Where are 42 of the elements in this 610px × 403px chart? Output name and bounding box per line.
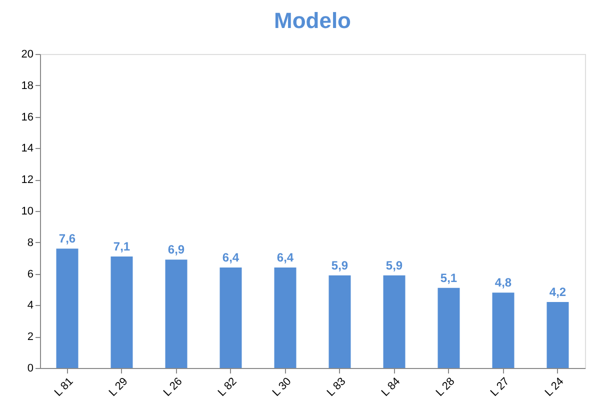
x-tick-label: L 82 — [216, 376, 240, 399]
bar — [383, 275, 406, 368]
x-tick-label: L 81 — [52, 376, 76, 399]
y-tick-label: 10 — [21, 206, 34, 218]
data-label: 6,9 — [168, 242, 185, 257]
data-label: 6,4 — [276, 250, 294, 265]
data-label: 5,9 — [331, 258, 348, 272]
x-tick-label: L 30 — [270, 376, 294, 399]
bar — [328, 275, 351, 368]
bar — [110, 256, 133, 368]
y-tick-label: 20 — [21, 48, 34, 60]
y-tick-label: 4 — [27, 300, 34, 312]
y-tick-label: 14 — [21, 142, 34, 155]
data-label: 4,2 — [549, 285, 566, 300]
data-label: 6,4 — [222, 250, 240, 265]
data-label: 7,6 — [58, 232, 76, 246]
y-tick-label: 16 — [21, 111, 34, 124]
data-label: 5,9 — [386, 258, 403, 272]
y-tick-label: 18 — [21, 80, 34, 92]
y-tick-label: 8 — [27, 236, 34, 249]
bar — [546, 302, 569, 368]
data-label: 5,1 — [440, 270, 458, 285]
y-tick-label: 2 — [27, 331, 34, 344]
x-tick-label: L 84 — [379, 376, 403, 399]
bar — [165, 260, 188, 368]
y-tick-label: 0 — [27, 362, 34, 374]
x-tick-label: L 27 — [488, 376, 512, 399]
x-tick-label: L 28 — [434, 376, 458, 399]
chart-title: Modelo — [274, 8, 351, 33]
x-tick-label: L 29 — [106, 376, 130, 399]
data-label: 4,8 — [494, 276, 512, 290]
x-tick-label: L 24 — [542, 376, 566, 399]
bar — [492, 292, 514, 368]
y-tick-label: 6 — [27, 268, 34, 280]
bar — [438, 288, 460, 368]
bar — [274, 268, 296, 368]
bar — [220, 268, 242, 368]
y-tick-label: 12 — [21, 174, 34, 186]
x-tick-label: L 26 — [161, 376, 185, 399]
bar — [56, 248, 78, 368]
x-tick-label: L 83 — [324, 376, 348, 399]
data-label: 7,1 — [113, 240, 130, 254]
